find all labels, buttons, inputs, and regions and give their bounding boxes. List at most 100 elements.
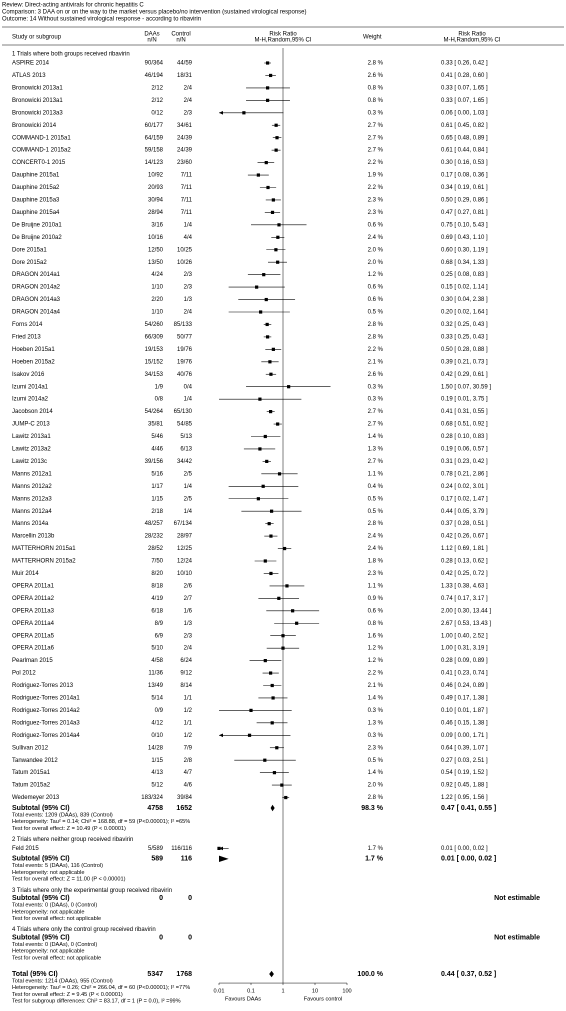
ctrl-events: 40/76 [177, 372, 193, 378]
weight: 2.4 % [368, 235, 384, 241]
ci-label: 0.46 [ 0.24, 0.89 ] [441, 683, 488, 689]
weight: 1.4 % [368, 770, 384, 776]
study-name: Lawitz 2013a2 [12, 447, 51, 453]
weight: 2.2 % [368, 347, 384, 353]
ci-label: 0.50 [ 0.29, 0.86 ] [441, 198, 488, 204]
study-name: Manns 2014a [12, 521, 49, 527]
arrow [219, 733, 223, 738]
exp-events: 0/12 [151, 110, 163, 116]
study-name: Rodriguez-Torres 2014a4 [12, 733, 80, 739]
ci-label: 0.41 [ 0.31, 0.55 ] [441, 409, 488, 415]
point-estimate [249, 708, 253, 712]
ci-label: 0.65 [ 0.48, 0.89 ] [441, 135, 488, 141]
ctrl-events: 0/4 [184, 384, 193, 390]
weight: 0.3 % [368, 397, 384, 403]
point-estimate [276, 260, 280, 264]
exp-events: 3/16 [151, 222, 163, 228]
note: Heterogeneity: Tau² = 0.14; Chi² = 168.8… [12, 819, 190, 825]
weight: 0.6 % [368, 285, 384, 291]
point-estimate [270, 683, 274, 688]
ctrl-events: 12/24 [177, 559, 193, 565]
weight: 2.8 % [368, 521, 384, 527]
exp-events: 1/15 [151, 496, 163, 502]
exp-events: 20/93 [148, 185, 164, 191]
exp-events: 5/10 [151, 646, 163, 652]
study-name: Rodriguez-Torres 2014a3 [12, 720, 80, 726]
ctrl-events: 1/4 [184, 397, 193, 403]
point-estimate [291, 609, 295, 613]
weight: 2.0 % [368, 783, 384, 789]
ci-label: 0.61 [ 0.45, 0.82 ] [441, 123, 488, 129]
exp-events: 5/14 [151, 696, 163, 702]
study-name: Bronowicki 2014 [12, 123, 57, 129]
ci-label: 0.17 [ 0.02, 1.47 ] [441, 496, 488, 502]
study-name: Hoeben 2015a1 [12, 347, 55, 353]
exp-events: 0 [159, 895, 163, 902]
ci-label: 2.67 [ 0.53, 13.43 ] [441, 621, 491, 627]
study-name: Bronowicki 2013a3 [12, 110, 63, 116]
ctrl-events: 1/1 [184, 696, 193, 702]
study-name: Rodriguez-Torres 2014a1 [12, 696, 80, 702]
pooled-diamond [219, 855, 229, 863]
weight: 2.7 % [368, 459, 384, 465]
study-name: Tatum 2015a1 [12, 770, 51, 776]
ci-label: 0.27 [ 0.03, 2.51 ] [441, 758, 488, 764]
study-name: DRAGON 2014a1 [12, 272, 61, 278]
point-estimate [263, 758, 267, 762]
exp-events: 4/58 [151, 658, 163, 664]
exp-events: 2/12 [151, 98, 163, 104]
ctrl-events: 6/13 [180, 447, 192, 453]
point-estimate [217, 846, 221, 850]
col-exp-sub: n/N [147, 38, 156, 44]
weight: 2.3 % [368, 745, 384, 751]
point-estimate [272, 771, 277, 775]
weight: 0.5 % [368, 509, 384, 515]
ci-label: Not estimable [494, 895, 540, 902]
study-name: Dauphine 2015a1 [12, 173, 60, 179]
exp-events: 6/18 [151, 608, 163, 614]
weight: 0.3 % [368, 708, 384, 714]
ctrl-events: 18/31 [177, 73, 193, 79]
exp-events: 7/50 [151, 559, 163, 565]
weight: 0.3 % [368, 384, 384, 390]
point-estimate [263, 434, 267, 439]
weight: 2.6 % [368, 73, 384, 79]
ctrl-events: 9/12 [180, 671, 192, 677]
ci-label: 0.69 [ 0.43, 1.10 ] [441, 235, 488, 241]
col-ctrl: Control [171, 32, 190, 38]
study-name: Manns 2012a3 [12, 496, 52, 502]
ci-label: 0.92 [ 0.45, 1.88 ] [441, 783, 488, 789]
study-name: MATTERHORN 2015a1 [12, 546, 76, 552]
note: Total events: 5 (DAAs), 116 (Control) [12, 863, 103, 869]
ci-label: 0.41 [ 0.23, 0.74 ] [441, 671, 488, 677]
study-name: Dauphine 2015a4 [12, 210, 60, 216]
ci-label: 0.33 [ 0.07, 1.65 ] [441, 85, 488, 91]
point-estimate [274, 148, 278, 152]
ctrl-events: 23/60 [177, 160, 193, 166]
ci-label: 0.74 [ 0.17, 3.17 ] [441, 596, 488, 602]
ctrl-events: 12/25 [177, 546, 193, 552]
ci-label: 0.25 [ 0.08, 0.83 ] [441, 272, 488, 278]
study-name: De Bruijne 2010a2 [12, 235, 62, 241]
point-estimate [258, 447, 262, 451]
ci-label: 0.47 [ 0.27, 0.81 ] [441, 210, 488, 216]
ctrl-events: 2/3 [184, 110, 193, 116]
weight: 2.6 % [368, 372, 384, 378]
ctrl-events: 7/11 [181, 185, 193, 191]
ci-label: 1.50 [ 0.07, 30.59 ] [441, 384, 491, 390]
ctrl-events: 50/77 [177, 334, 193, 340]
exp-events: 14/123 [145, 160, 164, 166]
point-estimate [255, 285, 259, 289]
exp-events: 8/20 [151, 571, 163, 577]
study-name: Dore 2015a2 [12, 260, 47, 266]
ctrl-events: 10/10 [177, 571, 193, 577]
weight: 1.3 % [368, 447, 384, 453]
study-name: DRAGON 2014a4 [12, 310, 61, 316]
col-plot-sub: M-H,Random,95% CI [254, 38, 311, 44]
weight: 2.2 % [368, 671, 384, 677]
ctrl-events: 10/26 [177, 260, 193, 266]
ci-label: 1.00 [ 0.40, 2.52 ] [441, 633, 488, 639]
ci-label: 0.44 [ 0.05, 3.79 ] [441, 509, 488, 515]
weight: 2.1 % [368, 359, 384, 365]
ctrl-events: 19/76 [177, 359, 193, 365]
